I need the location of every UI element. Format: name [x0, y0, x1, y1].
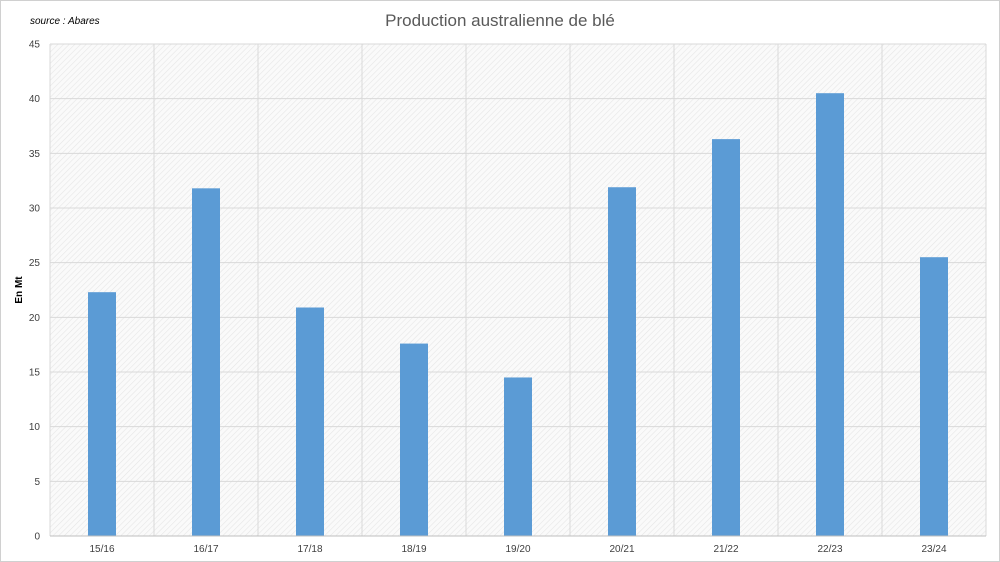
y-tick-label: 0 — [34, 532, 40, 543]
bar-19-20 — [504, 377, 532, 536]
x-tick-label: 22/23 — [817, 544, 842, 555]
bar-23-24 — [920, 257, 948, 536]
chart-title: Production australienne de blé — [385, 11, 615, 30]
y-tick-label: 25 — [29, 258, 41, 269]
bar-21-22 — [712, 139, 740, 536]
x-tick-label: 17/18 — [297, 544, 322, 555]
x-tick-label: 16/17 — [193, 544, 218, 555]
bar-20-21 — [608, 187, 636, 536]
bar-18-19 — [400, 343, 428, 536]
bar-15-16 — [88, 292, 116, 536]
y-tick-label: 45 — [29, 40, 41, 51]
source-note: source : Abares — [30, 16, 100, 27]
y-tick-label: 15 — [29, 368, 41, 379]
y-axis-ticks: 0 5 10 15 20 25 30 35 40 45 — [29, 40, 41, 543]
x-tick-label: 15/16 — [89, 544, 114, 555]
bar-16-17 — [192, 188, 220, 536]
x-tick-label: 21/22 — [713, 544, 738, 555]
y-tick-label: 30 — [29, 204, 41, 215]
y-tick-label: 10 — [29, 422, 41, 433]
y-tick-label: 20 — [29, 313, 41, 324]
x-tick-label: 19/20 — [505, 544, 530, 555]
y-axis-label: En Mt — [14, 276, 25, 304]
bar-17-18 — [296, 307, 324, 536]
x-tick-label: 20/21 — [609, 544, 634, 555]
x-tick-label: 18/19 — [401, 544, 426, 555]
y-tick-label: 35 — [29, 149, 41, 160]
y-tick-label: 5 — [34, 477, 40, 488]
x-tick-label: 23/24 — [921, 544, 946, 555]
x-axis-ticks: 15/16 16/17 17/18 18/19 19/20 20/21 21/22 22/23… — [89, 544, 946, 555]
bars — [88, 93, 948, 536]
y-tick-label: 40 — [29, 94, 41, 105]
bar-22-23 — [816, 93, 844, 536]
